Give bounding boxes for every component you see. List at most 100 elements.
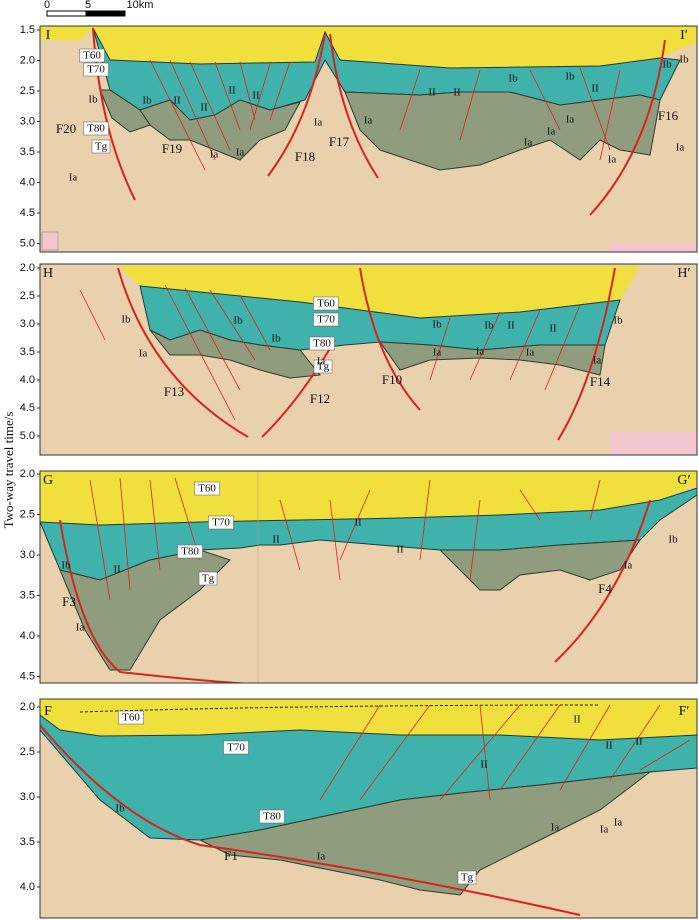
unit-label: Ia bbox=[624, 560, 633, 572]
corner-label: I′ bbox=[680, 28, 688, 43]
fault-label: F16 bbox=[658, 108, 679, 123]
panel-frame bbox=[39, 25, 698, 253]
label-box bbox=[313, 296, 339, 311]
unit-label: II bbox=[354, 517, 362, 529]
corner-label: G bbox=[43, 473, 53, 488]
y-tick-label: 3.0 bbox=[20, 549, 35, 561]
fault bbox=[59, 519, 251, 683]
fault bbox=[40, 724, 581, 916]
panel-frame bbox=[39, 263, 698, 456]
horizon-label: T70 bbox=[87, 64, 105, 76]
unit-label: Ia bbox=[600, 824, 609, 836]
horizon-label: T80 bbox=[181, 546, 199, 558]
label-box bbox=[457, 870, 477, 885]
label-box bbox=[177, 544, 203, 559]
horizon-label: Tg bbox=[202, 573, 215, 585]
unit-label: Ia bbox=[593, 355, 602, 367]
panel-f bbox=[40, 699, 697, 918]
y-tick-label: 4.0 bbox=[20, 630, 35, 642]
y-tick-label: 2.0 bbox=[20, 54, 35, 66]
horizon bbox=[79, 704, 601, 713]
unit-label: Ia bbox=[139, 348, 148, 360]
y-tick-label: 1.5 bbox=[20, 24, 35, 36]
scale-label: 5 bbox=[85, 0, 91, 11]
horizon-label: T70 bbox=[317, 314, 335, 326]
horizon-label: T60 bbox=[122, 712, 140, 724]
panel-h bbox=[40, 264, 697, 455]
unit-label: Ia bbox=[364, 115, 373, 127]
fault-label: F10 bbox=[382, 372, 402, 387]
horizon-label: T80 bbox=[87, 123, 105, 135]
basin bbox=[99, 89, 151, 133]
y-axis-label: Two-way travel time/s bbox=[1, 412, 16, 529]
horizon-label: T70 bbox=[212, 517, 230, 529]
layer-yellow bbox=[40, 26, 697, 68]
basin bbox=[198, 771, 652, 896]
y-tick-label: 4.5 bbox=[20, 670, 35, 682]
horizon-label: Tg bbox=[461, 872, 474, 884]
minor-faults bbox=[319, 704, 691, 801]
horizon-label: T80 bbox=[313, 338, 331, 350]
y-tick-label: 3.5 bbox=[20, 589, 35, 601]
unit-label: Ia bbox=[433, 347, 442, 359]
fault-label: F1 bbox=[224, 848, 238, 863]
label-box bbox=[309, 336, 335, 351]
unit-label: II bbox=[272, 534, 280, 546]
scale-bar-black bbox=[85, 10, 126, 17]
unit-label: Ia bbox=[547, 126, 556, 138]
fault-label: F14 bbox=[590, 374, 611, 389]
unit-label: Ib bbox=[233, 315, 243, 327]
y-tick-label: 3.0 bbox=[20, 791, 35, 803]
unit-label: Ib bbox=[668, 534, 678, 546]
horizon-label: T80 bbox=[263, 811, 281, 823]
unit-label: Ia bbox=[314, 117, 323, 129]
unit-label: Ia bbox=[566, 114, 575, 126]
unit-label: Ib bbox=[432, 319, 442, 331]
fault bbox=[557, 267, 616, 441]
unit-label: Ia bbox=[676, 142, 685, 154]
horizon-label: Tg bbox=[317, 361, 330, 373]
y-tick-label: 2.0 bbox=[20, 701, 35, 713]
horizon-label: T70 bbox=[227, 742, 245, 754]
y-tick-label: 2.5 bbox=[20, 746, 35, 758]
label-box bbox=[208, 515, 234, 530]
unit-label: Ib bbox=[662, 59, 672, 71]
y-tick-label: 5.0 bbox=[20, 237, 35, 249]
unit-label: Ia bbox=[551, 822, 560, 834]
margin-strip bbox=[610, 432, 697, 455]
unit-label: Ia bbox=[524, 137, 533, 149]
fault bbox=[589, 39, 666, 216]
unit-label: II bbox=[453, 87, 461, 99]
y-tick-label: 3.5 bbox=[20, 146, 35, 158]
labels: I I′1.52.02.53.03.54.04.55.0T60T70T80TgF2… bbox=[20, 24, 691, 893]
fault-label: F4 bbox=[598, 581, 612, 596]
basin bbox=[438, 539, 641, 591]
y-tick-label: 4.0 bbox=[20, 176, 35, 188]
corner-label: G′ bbox=[677, 473, 690, 488]
unit-label: Ia bbox=[69, 172, 78, 184]
fault-label: F19 bbox=[162, 141, 182, 156]
unit-label: Ia bbox=[210, 149, 219, 161]
label-box bbox=[223, 740, 249, 755]
unit-label: II bbox=[252, 90, 260, 102]
unit-label: II bbox=[428, 87, 436, 99]
unit-label: Ib bbox=[484, 320, 494, 332]
stamp bbox=[41, 231, 59, 251]
layer-yellow bbox=[40, 699, 697, 740]
basin bbox=[59, 549, 231, 671]
y-tick-label: 4.5 bbox=[20, 207, 35, 219]
basin bbox=[344, 91, 661, 171]
scale-label: 10km bbox=[127, 0, 154, 11]
unit-label: Ia bbox=[608, 154, 617, 166]
unit-label: II bbox=[113, 564, 121, 576]
label-box bbox=[83, 121, 109, 136]
unit-label: Ia bbox=[317, 356, 326, 368]
margin-strip bbox=[610, 243, 697, 252]
horizon-label: T60 bbox=[317, 298, 335, 310]
panel-frame bbox=[39, 698, 698, 919]
unit-label: II bbox=[605, 740, 613, 752]
unit-label: II bbox=[200, 102, 208, 114]
y-tick-label: 2.5 bbox=[20, 85, 35, 97]
label-box bbox=[194, 481, 220, 496]
unit-label: Ib bbox=[61, 560, 71, 572]
